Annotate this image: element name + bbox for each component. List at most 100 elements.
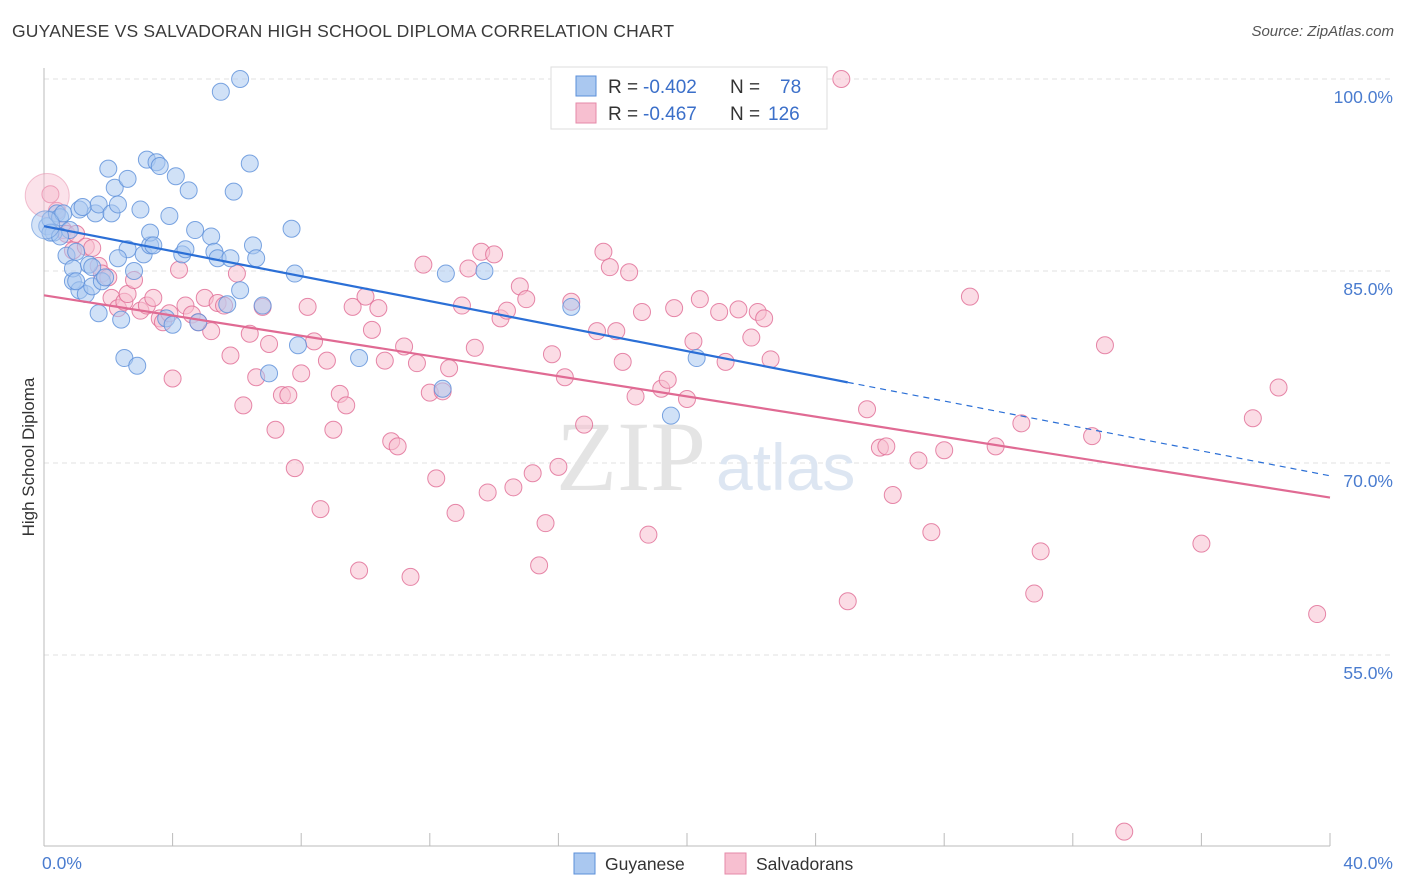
salvadorans-point-43 [298,297,317,316]
salvadorans-point-125 [1192,534,1211,553]
guyanese-point-47 [186,221,205,240]
salvadorans-point-49 [337,396,356,415]
bottom-legend-swatch-guyanese [573,852,596,875]
salvadorans-point-94 [639,525,658,544]
salvadorans-point-123 [1095,336,1114,355]
x-tick-label-min: 0.0% [42,853,82,873]
salvadorans-point-89 [607,322,626,341]
guyanese-point-43 [166,167,185,186]
salvadorans-point-63 [427,469,446,488]
salvadorans-point-57 [388,437,407,456]
y-tick-label-55: 55.0% [1343,663,1393,683]
salvadorans-point-117 [960,287,979,306]
guyanese-point-39 [150,157,169,176]
salvadorans-point-18 [144,288,163,307]
salvadorans-point-100 [690,290,709,309]
guyanese-point-42 [163,315,182,334]
salvadorans-point-66 [446,503,465,522]
guyanese-point-26 [112,310,131,329]
salvadorans-point-71 [478,483,497,502]
salvadorans-point-82 [549,457,568,476]
salvadorans-point-127 [1269,378,1288,397]
salvadorans-point-121 [1031,542,1050,561]
y-axis-label: High School Diploma [19,377,38,536]
salvadorans-point-45 [311,500,330,519]
guyanese-point-65 [288,336,307,355]
guyanese-point-22 [99,159,118,178]
salvadorans-point-51 [350,561,369,580]
series-guyanese [31,70,706,425]
salvadorans-point-124 [1115,822,1134,841]
guyanese-point-41 [160,206,179,225]
legend-n-label-salvadorans: N = [730,104,760,125]
salvadorans-point-114 [909,451,928,470]
salvadorans-point-110 [858,400,877,419]
salvadorans-point-103 [729,300,748,319]
salvadorans-point-116 [935,441,954,460]
salvadorans-point-101 [710,302,729,321]
salvadorans-point-80 [536,514,555,533]
legend-box [550,66,828,130]
guyanese-point-10 [67,242,86,261]
guyanese-point-15 [83,258,102,277]
legend-r-label-guyanese: R = [608,77,638,98]
guyanese-point-69 [475,262,494,280]
salvadorans-point-122 [1083,427,1102,446]
salvadorans-point-106 [755,309,774,328]
salvadorans-point-0 [41,185,60,204]
salvadorans-point-78 [523,464,542,483]
guyanese-point-25 [108,195,127,214]
guyanese-point-61 [253,296,272,315]
salvadorans-point-44 [305,332,324,351]
salvadorans-point-91 [620,263,639,282]
salvadorans-point-42 [292,364,311,383]
salvadorans-point-55 [375,351,394,370]
guyanese-point-71 [661,406,680,425]
bottom-legend-swatch-salvadorans [724,852,747,875]
salvadorans-point-115 [922,523,941,542]
trend-lines [43,225,1331,499]
salvadorans-point-72 [485,245,504,264]
salvadorans-point-60 [407,354,426,373]
y-axis-tick-labels: 55.0% 70.0% 85.0% 100.0% [1334,87,1393,683]
guyanese-point-21 [96,268,115,287]
salvadorans-point-7 [83,238,102,257]
bottom-legend-label-guyanese: Guyanese [605,854,685,874]
salvadorans-point-47 [324,420,343,439]
salvadorans-point-32 [227,264,246,283]
guyanese-point-75 [67,272,86,291]
guyanese-point-52 [211,82,230,101]
salvadorans-point-34 [240,324,259,343]
salvadorans-point-81 [542,345,561,364]
guyanese-large-point [31,210,61,240]
watermark-atlas: atlas [716,430,855,504]
salvadorans-point-98 [678,390,696,408]
guyanese-point-66 [350,349,369,368]
guyanese-point-28 [118,169,137,188]
guyanese-point-70 [562,297,581,316]
salvadorans-point-128 [1308,605,1327,624]
salvadorans-point-120 [1025,584,1044,603]
salvadorans-point-41 [285,459,304,478]
salvadorans-point-40 [279,386,298,405]
legend: R = -0.402 N = 78 R = -0.467 N = 126 [550,66,828,130]
salvadorans-point-85 [575,415,594,434]
guyanese-point-19 [89,304,108,323]
guyanese-point-55 [224,182,243,201]
salvadorans-point-50 [343,297,362,316]
salvadorans-point-37 [260,334,279,353]
salvadorans-point-59 [401,567,420,586]
salvadorans-point-92 [626,387,645,406]
salvadorans-point-88 [600,258,619,277]
guyanese-point-62 [260,364,279,383]
guyanese-point-57 [231,281,250,300]
salvadorans-point-109 [838,592,857,611]
guyanese-point-76 [73,198,92,216]
salvadorans-point-104 [742,328,761,347]
guyanese-point-68 [436,264,455,283]
guyanese-point-48 [189,313,208,332]
salvadorans-point-65 [440,359,459,378]
salvadorans-point-87 [594,242,613,261]
salvadorans-point-97 [665,299,684,318]
